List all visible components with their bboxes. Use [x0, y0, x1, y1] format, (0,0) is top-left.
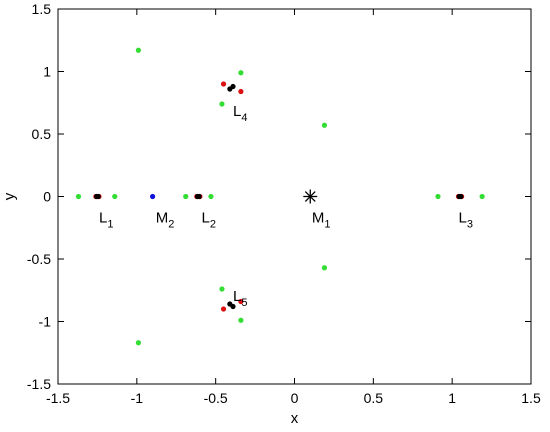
green-data-point: [135, 340, 142, 346]
black-data-point: [230, 303, 236, 310]
x-tick-label: 1.5: [521, 390, 541, 406]
x-tick-labels: -1.5 -1 -0.5 0 0.5 1 1.5: [46, 390, 541, 406]
blue-data-point: [150, 193, 156, 200]
x-tick-label: -0.5: [204, 390, 228, 406]
annotation-subscript: 2: [168, 218, 174, 230]
green-data-point: [321, 265, 328, 271]
y-tick-label: 1: [43, 64, 51, 80]
red-data-point: [238, 298, 244, 305]
red-data-point: [238, 88, 244, 95]
black-data-point: [230, 83, 236, 90]
annotation-label: L2: [201, 209, 215, 230]
green-data-point: [238, 317, 244, 323]
annotation-label: L3: [458, 209, 472, 230]
y-tick-label: 0: [43, 189, 51, 205]
green-data-point: [183, 193, 189, 200]
x-tick-label: -1: [131, 390, 144, 406]
y-tick-label: -0.5: [27, 251, 51, 267]
green-data-point: [321, 122, 328, 128]
x-axis-label: x: [291, 410, 299, 427]
annotation-label: M1: [312, 209, 331, 230]
x-tick-label: 0: [291, 390, 299, 406]
red-data-point: [220, 306, 227, 312]
green-data-point: [208, 193, 214, 200]
green-data-point: [75, 193, 82, 200]
axis-ticks: [57, 8, 532, 385]
primary-mass-marker: [303, 189, 318, 204]
star-marker-stroke: [304, 191, 316, 202]
black-data-point: [95, 193, 101, 200]
y-tick-label: 0.5: [32, 126, 52, 142]
black-data-point: [458, 193, 464, 200]
annotation-subscript: 3: [467, 218, 473, 230]
green-data-point: [112, 193, 118, 200]
annotation-subscript: 1: [324, 218, 330, 230]
black-data-point: [196, 193, 202, 200]
x-tick-label: -1.5: [46, 390, 70, 406]
annotation-label: L4: [233, 103, 247, 124]
y-tick-label: -1.5: [27, 376, 51, 392]
data-points: [75, 47, 485, 346]
green-data-point: [135, 47, 142, 53]
annotation-subscript: 2: [210, 218, 216, 230]
green-data-point: [219, 286, 225, 292]
annotation-subscript: 1: [107, 218, 113, 230]
y-axis-label: y: [1, 192, 18, 200]
annotation-subscript: 4: [241, 112, 247, 124]
green-data-point: [479, 193, 485, 200]
annotation-subscript: 5: [241, 297, 247, 309]
green-data-point: [435, 193, 441, 200]
annotation-label: L1: [99, 209, 113, 230]
annotation-label: M2: [156, 209, 175, 230]
green-data-point: [238, 70, 244, 76]
x-tick-label: 0.5: [364, 390, 384, 406]
y-tick-label: 1.5: [32, 1, 52, 17]
x-tick-label: 1: [448, 390, 456, 406]
red-data-point: [220, 81, 227, 87]
y-tick-label: -1: [39, 314, 52, 330]
y-tick-labels: -1.5 -1 -0.5 0 0.5 1 1.5: [27, 1, 51, 392]
green-data-point: [219, 101, 225, 107]
